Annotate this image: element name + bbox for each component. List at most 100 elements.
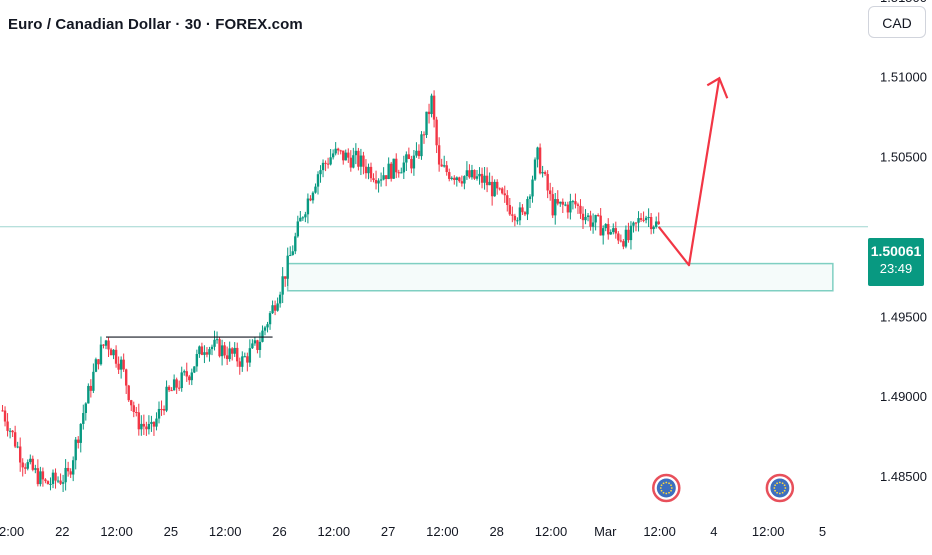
- candle-body: [198, 346, 201, 355]
- candle: [326, 157, 330, 169]
- candle-body: [89, 385, 93, 391]
- candle-body: [453, 177, 456, 180]
- candle: [251, 339, 254, 350]
- candle-body: [137, 412, 141, 430]
- candle: [493, 179, 496, 197]
- candle: [142, 414, 146, 436]
- candle: [649, 213, 653, 235]
- candle-body: [508, 205, 512, 215]
- candle-body: [632, 222, 635, 226]
- candle-body: [92, 371, 95, 391]
- eu-star: [670, 487, 673, 489]
- candle-body: [119, 359, 123, 370]
- candle: [559, 201, 562, 207]
- candle-body: [607, 224, 610, 235]
- economic-event-marker[interactable]: [765, 473, 795, 503]
- currency-button[interactable]: CAD: [868, 6, 926, 38]
- candle: [468, 164, 471, 179]
- candle-body: [8, 430, 12, 432]
- demand-zone: [286, 262, 834, 292]
- candle-body: [523, 212, 527, 215]
- candle: [574, 193, 577, 209]
- candle: [132, 401, 135, 418]
- candle-body: [296, 221, 300, 237]
- candle-body: [195, 354, 199, 367]
- last-price-tag: 1.50061 23:49: [868, 238, 924, 286]
- candle: [152, 421, 156, 436]
- candle-body: [309, 198, 312, 201]
- candle-body: [170, 390, 173, 392]
- candle: [566, 201, 570, 219]
- candle: [420, 131, 423, 160]
- x-tick-label: 27: [381, 524, 395, 539]
- x-tick-label: 12:00: [209, 524, 242, 539]
- eu-star: [778, 492, 781, 495]
- candle: [203, 345, 206, 364]
- candle: [160, 400, 163, 416]
- candle-body: [145, 426, 148, 430]
- candle-body: [599, 215, 602, 236]
- eu-star: [783, 484, 786, 487]
- candle: [561, 198, 565, 213]
- candle-body: [258, 341, 262, 350]
- candle: [427, 103, 431, 124]
- candle: [571, 199, 575, 210]
- candle-body: [627, 229, 630, 241]
- candle: [364, 159, 368, 179]
- candle-body: [407, 154, 411, 159]
- economic-event-marker[interactable]: [652, 473, 681, 503]
- candle: [395, 153, 398, 179]
- candle-body: [177, 387, 181, 389]
- candle-body: [617, 233, 620, 241]
- candle-body: [455, 177, 459, 180]
- candle: [230, 347, 234, 361]
- candle: [619, 234, 623, 243]
- candle: [273, 300, 277, 316]
- candle: [56, 476, 60, 484]
- candle-body: [278, 294, 282, 304]
- candle: [455, 176, 459, 187]
- candle: [389, 161, 393, 182]
- candle-body: [531, 179, 534, 197]
- candle-body: [480, 173, 484, 183]
- candle: [236, 342, 239, 367]
- candle-body: [94, 359, 98, 372]
- candle: [119, 356, 123, 379]
- candle-body: [516, 220, 519, 222]
- candle: [41, 467, 45, 487]
- candle: [268, 311, 272, 330]
- candle-body: [319, 170, 322, 175]
- candle-body: [246, 356, 249, 363]
- candle-body: [74, 439, 77, 461]
- y-tick-label: 1.51000: [880, 70, 927, 85]
- candle: [283, 276, 287, 287]
- candle: [478, 167, 481, 185]
- candle: [135, 406, 138, 417]
- candle: [349, 150, 353, 172]
- candle: [526, 196, 529, 221]
- candle-body: [210, 346, 214, 350]
- candle-body: [463, 176, 466, 184]
- candle: [185, 362, 188, 382]
- candle-body: [107, 340, 110, 350]
- candle-body: [183, 371, 186, 373]
- candle: [463, 175, 466, 190]
- candle-body: [382, 175, 385, 180]
- candle-body: [13, 432, 17, 447]
- candle-body: [644, 217, 648, 221]
- candle-body: [336, 148, 340, 151]
- candle: [34, 464, 37, 474]
- candle-body: [579, 205, 582, 214]
- candle-body: [427, 111, 431, 115]
- candle: [546, 170, 549, 199]
- candle: [576, 202, 580, 214]
- candle: [183, 369, 186, 376]
- candle: [69, 468, 72, 478]
- candle: [271, 300, 274, 315]
- candle: [518, 202, 522, 226]
- candle: [220, 339, 224, 366]
- countdown-label: 23:49: [879, 261, 913, 276]
- candle: [536, 146, 539, 168]
